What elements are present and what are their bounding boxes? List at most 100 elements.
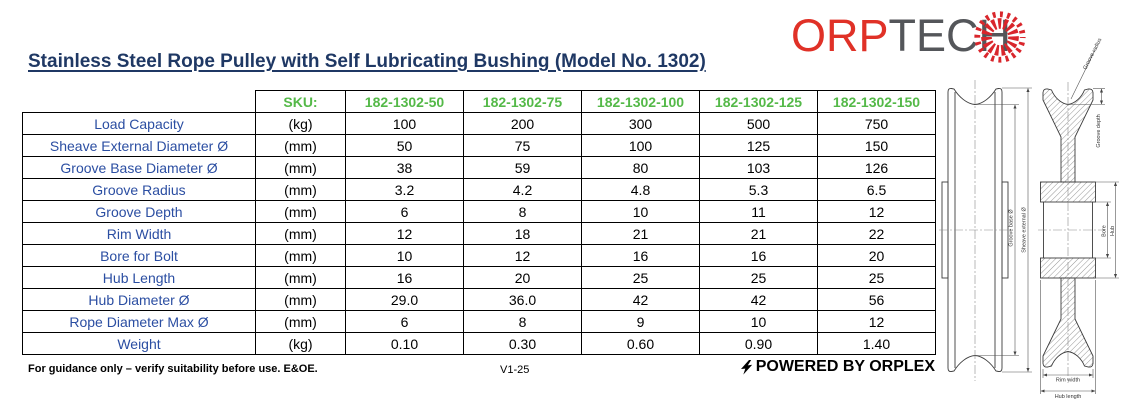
technical-drawings: Groove base Ø Sheave external Ø — [939, 37, 1119, 400]
table-row: Load Capacity (kg) 100 200 300 500 750 — [22, 112, 936, 135]
value-cell: 20 — [463, 266, 582, 289]
row-label-cell: Rope Diameter Max Ø — [22, 310, 256, 333]
value-cell: 6 — [345, 200, 464, 223]
value-cell: 22 — [817, 222, 936, 245]
row-label-cell: Weight — [22, 332, 256, 355]
value-cell: 10 — [345, 244, 464, 267]
value-cell: 0.30 — [463, 332, 582, 355]
row-label-cell: Groove Base Diameter Ø — [22, 156, 256, 179]
row-label-cell: Hub Length — [22, 266, 256, 289]
value-cell: 25 — [581, 266, 700, 289]
value-cell: 9 — [581, 310, 700, 333]
value-cell: 4.8 — [581, 178, 700, 201]
value-cell: 18 — [463, 222, 582, 245]
dim-label-hub: Hub — [1110, 226, 1116, 236]
value-cell: 20 — [817, 244, 936, 267]
dim-label-groove-depth: Groove depth — [1096, 114, 1102, 147]
value-cell: 21 — [581, 222, 700, 245]
sku-header-cell: 182-1302-75 — [463, 90, 582, 113]
value-cell: 25 — [817, 266, 936, 289]
value-cell: 100 — [581, 134, 700, 157]
value-cell: 12 — [817, 200, 936, 223]
dim-label-sheave-external: Sheave external Ø — [1022, 207, 1028, 253]
unit-cell: (mm) — [255, 134, 346, 157]
value-cell: 750 — [817, 112, 936, 135]
table-row: Groove Base Diameter Ø (mm) 38 59 80 103 126 — [22, 156, 936, 179]
value-cell: 80 — [581, 156, 700, 179]
row-label-cell: Groove Depth — [22, 200, 256, 223]
value-cell: 10 — [581, 200, 700, 223]
unit-cell: (mm) — [255, 266, 346, 289]
value-cell: 11 — [699, 200, 818, 223]
gear-burst-icon — [974, 11, 1026, 63]
powered-by-label: POWERED BY ORPLEX — [755, 358, 935, 375]
page-title: Stainless Steel Rope Pulley with Self Lu… — [28, 51, 706, 72]
spec-table-rows: SKU: 182-1302-50 182-1302-75 182-1302-100 1… — [22, 90, 936, 355]
logo-text-orp: ORP — [791, 10, 889, 61]
value-cell: 12 — [345, 222, 464, 245]
unit-cell: (mm) — [255, 288, 346, 311]
value-cell: 8 — [463, 200, 582, 223]
row-label-cell: Sheave External Diameter Ø — [22, 134, 256, 157]
table-row: Bore for Bolt (mm) 10 12 16 16 20 — [22, 244, 936, 267]
logo: ORPTECH — [791, 10, 1011, 62]
sku-header-row: SKU: 182-1302-50 182-1302-75 182-1302-100 1… — [23, 90, 936, 113]
row-label-cell: Hub Diameter Ø — [22, 288, 256, 311]
value-cell: 100 — [345, 112, 464, 135]
unit-cell: (kg) — [255, 112, 346, 135]
sku-header-cell: 182-1302-100 — [581, 90, 700, 113]
value-cell: 12 — [463, 244, 582, 267]
value-cell: 21 — [699, 222, 818, 245]
dim-label-groove-base: Groove base Ø — [1009, 209, 1015, 247]
unit-cell: (mm) — [255, 156, 346, 179]
empty-corner-cell — [23, 91, 256, 113]
unit-cell: (mm) — [255, 310, 346, 333]
value-cell: 25 — [699, 266, 818, 289]
row-label-cell: Groove Radius — [22, 178, 256, 201]
row-label-cell: Rim Width — [22, 222, 256, 245]
dim-label-hub-length: Hub length — [1055, 394, 1082, 400]
unit-cell: (mm) — [255, 200, 346, 223]
row-label-cell: Bore for Bolt — [22, 244, 256, 267]
row-label-cell: Load Capacity — [22, 112, 256, 135]
value-cell: 12 — [817, 310, 936, 333]
value-cell: 0.10 — [345, 332, 464, 355]
table-row: Hub Diameter Ø (mm) 29.0 36.0 42 42 56 — [22, 288, 936, 311]
table-row: Weight (kg) 0.10 0.30 0.60 0.90 1.40 — [22, 332, 936, 355]
value-cell: 300 — [581, 112, 700, 135]
sku-header-cell: 182-1302-125 — [699, 90, 818, 113]
value-cell: 42 — [581, 288, 700, 311]
value-cell: 500 — [699, 112, 818, 135]
dim-label-rim-width: Rim width — [1056, 378, 1080, 384]
value-cell: 6 — [345, 310, 464, 333]
table-row: Groove Depth (mm) 6 8 10 11 12 — [22, 200, 936, 223]
table-row: Rope Diameter Max Ø (mm) 6 8 9 10 12 — [22, 310, 936, 333]
table-row: Hub Length (mm) 16 20 25 25 25 — [22, 266, 936, 289]
value-cell: 59 — [463, 156, 582, 179]
value-cell: 103 — [699, 156, 818, 179]
unit-cell: (kg) — [255, 332, 346, 355]
disclaimer-text: For guidance only – verify suitability b… — [28, 363, 318, 375]
value-cell: 4.2 — [463, 178, 582, 201]
dim-label-bore: Bore — [1102, 225, 1108, 237]
value-cell: 1.40 — [817, 332, 936, 355]
unit-cell: (mm) — [255, 178, 346, 201]
value-cell: 10 — [699, 310, 818, 333]
value-cell: 200 — [463, 112, 582, 135]
value-cell: 50 — [345, 134, 464, 157]
value-cell: 36.0 — [463, 288, 582, 311]
sku-header-cell: 182-1302-50 — [345, 90, 464, 113]
value-cell: 6.5 — [817, 178, 936, 201]
value-cell: 56 — [817, 288, 936, 311]
value-cell: 150 — [817, 134, 936, 157]
version-text: V1-25 — [500, 364, 530, 376]
value-cell: 42 — [699, 288, 818, 311]
value-cell: 3.2 — [345, 178, 464, 201]
value-cell: 38 — [345, 156, 464, 179]
lightning-icon — [740, 359, 752, 375]
value-cell: 16 — [345, 266, 464, 289]
value-cell: 16 — [699, 244, 818, 267]
value-cell: 0.60 — [581, 332, 700, 355]
table-row: Rim Width (mm) 12 18 21 21 22 — [22, 222, 936, 245]
powered-by: POWERED BY ORPLEX — [740, 358, 935, 376]
